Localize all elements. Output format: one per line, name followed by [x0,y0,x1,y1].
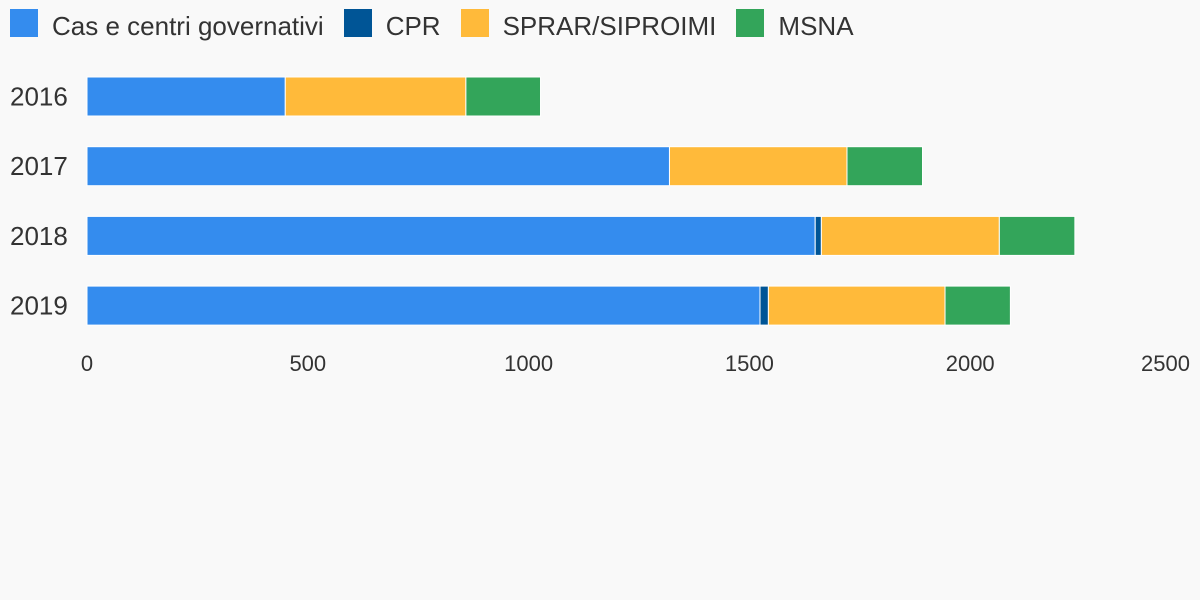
category-label-2019: 2019 [10,291,68,321]
category-label-2017: 2017 [10,151,68,181]
legend-label-msna: MSNA [778,11,854,41]
chart-legend: Cas e centri governativi CPR SPRAR/SIPRO… [10,8,874,44]
legend-label-sprar: SPRAR/SIPROIMI [502,11,717,41]
bar-2016-msna[interactable] [465,76,542,117]
x-tick-label-1500: 1500 [725,351,774,376]
x-tick-label-2500: 2500 [1141,351,1190,376]
bar-2017-msna[interactable] [846,146,923,187]
x-tick-label-0: 0 [81,351,93,376]
legend-label-cpr: CPR [385,11,441,41]
bar-2017-cas[interactable] [86,146,670,187]
legend-item-sprar[interactable]: SPRAR/SIPROIMI [460,8,717,44]
bar-2016-cas[interactable] [86,76,286,117]
legend-swatch-cpr [343,9,372,37]
legend-item-cpr[interactable]: CPR [343,8,441,44]
x-tick-label-2000: 2000 [946,351,995,376]
x-tick-label-1000: 1000 [504,351,553,376]
x-axis-ticks: 0 500 1000 1500 2000 2500 [81,351,1190,376]
bar-2018-cas[interactable] [86,215,816,256]
legend-swatch-msna [736,9,765,37]
bar-2018-cpr[interactable] [814,215,822,256]
bar-2019-cpr[interactable] [759,285,769,326]
category-label-2016: 2016 [10,82,68,112]
bar-2016-sprar[interactable] [284,76,467,117]
legend-swatch-sprar [460,9,489,37]
bar-2018-sprar[interactable] [820,215,1000,256]
category-labels: 2016 2017 2018 2019 [10,82,68,321]
legend-label-cas: Cas e centri governativi [52,11,324,41]
bar-2019-msna[interactable] [944,285,1011,326]
x-tick-label-500: 500 [289,351,326,376]
legend-item-msna[interactable]: MSNA [736,8,854,44]
bar-2018-msna[interactable] [998,215,1076,256]
bar-2019-cas[interactable] [86,285,761,326]
category-label-2018: 2018 [10,221,68,251]
bar-2017-sprar[interactable] [668,146,848,187]
legend-swatch-cas [10,9,38,37]
legend-item-cas[interactable]: Cas e centri governativi [10,8,324,44]
bar-group [86,76,1076,326]
bar-2019-sprar[interactable] [767,285,946,326]
